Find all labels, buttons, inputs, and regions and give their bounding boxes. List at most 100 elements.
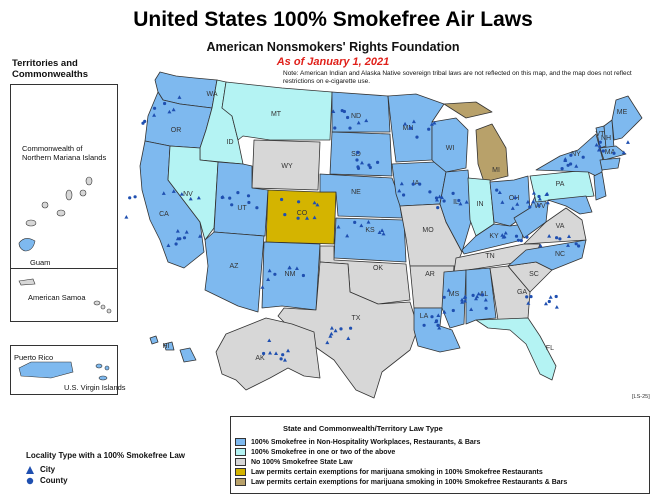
city-marker bbox=[336, 224, 341, 229]
state-label-ia: IA bbox=[413, 180, 420, 187]
state-label-fl: FL bbox=[546, 345, 554, 352]
city-marker bbox=[267, 268, 272, 273]
state-label-tx: TX bbox=[352, 315, 361, 322]
city-marker bbox=[525, 199, 530, 204]
county-marker bbox=[339, 327, 343, 331]
city-marker bbox=[463, 298, 468, 303]
territory-box-caribbean bbox=[10, 345, 118, 395]
city-marker bbox=[460, 300, 465, 304]
county-marker bbox=[484, 306, 488, 310]
city-marker bbox=[188, 196, 193, 201]
county-marker bbox=[301, 273, 305, 278]
county-marker bbox=[356, 150, 360, 154]
county-marker bbox=[577, 244, 581, 248]
county-marker bbox=[333, 126, 337, 130]
pacific-islands-svg bbox=[18, 176, 93, 252]
city-marker bbox=[475, 294, 480, 299]
state-la bbox=[413, 307, 461, 353]
map-note: Note: American Indian and Alaska Native … bbox=[283, 70, 632, 85]
state-wi bbox=[431, 117, 469, 173]
county-marker bbox=[280, 197, 284, 202]
state-label-la: LA bbox=[420, 313, 429, 320]
caribbean-svg bbox=[18, 361, 110, 381]
county-marker bbox=[457, 198, 461, 203]
territories-heading: Territories and Commonwealths bbox=[12, 58, 89, 80]
legend-label-marijuana-restaurants: Law permits certain exemptions for marij… bbox=[251, 468, 543, 476]
state-hi bbox=[149, 335, 197, 363]
mariana-islands-shape bbox=[25, 176, 93, 227]
county-marker bbox=[353, 220, 357, 224]
legend-item-no-law: No 100% Smokefree State Law bbox=[235, 457, 353, 467]
city-marker bbox=[171, 189, 176, 193]
state-az bbox=[204, 231, 265, 313]
map-subtitle: American Nonsmokers' Rights Foundation bbox=[206, 40, 460, 54]
city-marker bbox=[437, 194, 442, 199]
city-marker bbox=[446, 288, 451, 292]
county-marker bbox=[356, 165, 360, 169]
state-il bbox=[439, 169, 473, 253]
map-date: As of January 1, 2021 bbox=[276, 56, 390, 68]
county-marker bbox=[283, 213, 287, 217]
county-marker bbox=[528, 205, 532, 209]
city-marker bbox=[460, 297, 465, 302]
county-marker bbox=[480, 293, 485, 297]
county-marker bbox=[569, 153, 573, 157]
legend-item-marijuana-restaurants: Law permits certain exemptions for marij… bbox=[235, 467, 543, 477]
county-marker bbox=[247, 200, 251, 205]
county-marker bbox=[422, 323, 426, 327]
city-marker bbox=[439, 195, 444, 199]
state-label-sc: SC bbox=[529, 271, 539, 278]
state-label-ca: CA bbox=[159, 211, 169, 218]
city-marker bbox=[503, 230, 508, 235]
county-marker bbox=[402, 193, 406, 197]
county-marker bbox=[525, 295, 529, 299]
county-marker bbox=[153, 106, 157, 110]
city-marker bbox=[621, 150, 626, 155]
city-marker bbox=[345, 233, 350, 238]
county-marker bbox=[236, 191, 240, 195]
state-label-wa: WA bbox=[206, 91, 217, 98]
city-marker bbox=[286, 348, 291, 353]
county-marker bbox=[451, 308, 455, 313]
legend-item-one-or-two: 100% Smokefree in one or two of the abov… bbox=[235, 447, 395, 457]
county-marker bbox=[471, 293, 475, 297]
city-marker bbox=[329, 331, 334, 336]
locality-label-city: City bbox=[40, 465, 56, 474]
city-marker bbox=[161, 191, 166, 195]
city-marker bbox=[474, 296, 479, 301]
county-marker bbox=[430, 315, 434, 319]
state-label-vt: VT bbox=[596, 131, 606, 138]
county-marker bbox=[376, 160, 380, 164]
county-marker bbox=[436, 323, 440, 327]
county-marker bbox=[434, 196, 439, 200]
county-marker bbox=[436, 206, 440, 210]
city-marker bbox=[305, 216, 310, 220]
city-marker bbox=[597, 144, 602, 148]
city-marker bbox=[429, 122, 434, 126]
city-marker bbox=[282, 357, 287, 362]
city-marker bbox=[287, 265, 292, 270]
county-marker bbox=[581, 155, 585, 159]
city-marker bbox=[408, 126, 413, 130]
city-marker bbox=[463, 294, 468, 299]
state-label-ga: GA bbox=[517, 289, 527, 296]
county-marker bbox=[174, 242, 178, 246]
state-tx bbox=[277, 261, 419, 399]
city-marker bbox=[366, 220, 371, 224]
county-marker bbox=[514, 234, 519, 238]
city-marker bbox=[543, 301, 548, 306]
city-marker bbox=[566, 234, 571, 238]
city-marker bbox=[574, 164, 579, 168]
state-de-md bbox=[547, 195, 593, 215]
state-label-ky: KY bbox=[489, 233, 499, 240]
state-label-ne: NE bbox=[351, 189, 361, 196]
locality-markers-layer bbox=[124, 95, 630, 362]
territory-box-samoa bbox=[10, 268, 118, 322]
city-marker bbox=[328, 334, 333, 338]
county-marker bbox=[262, 351, 266, 356]
city-marker bbox=[359, 160, 364, 165]
county-marker bbox=[525, 235, 529, 239]
county-marker bbox=[554, 294, 558, 299]
american-samoa-shape bbox=[18, 278, 112, 314]
